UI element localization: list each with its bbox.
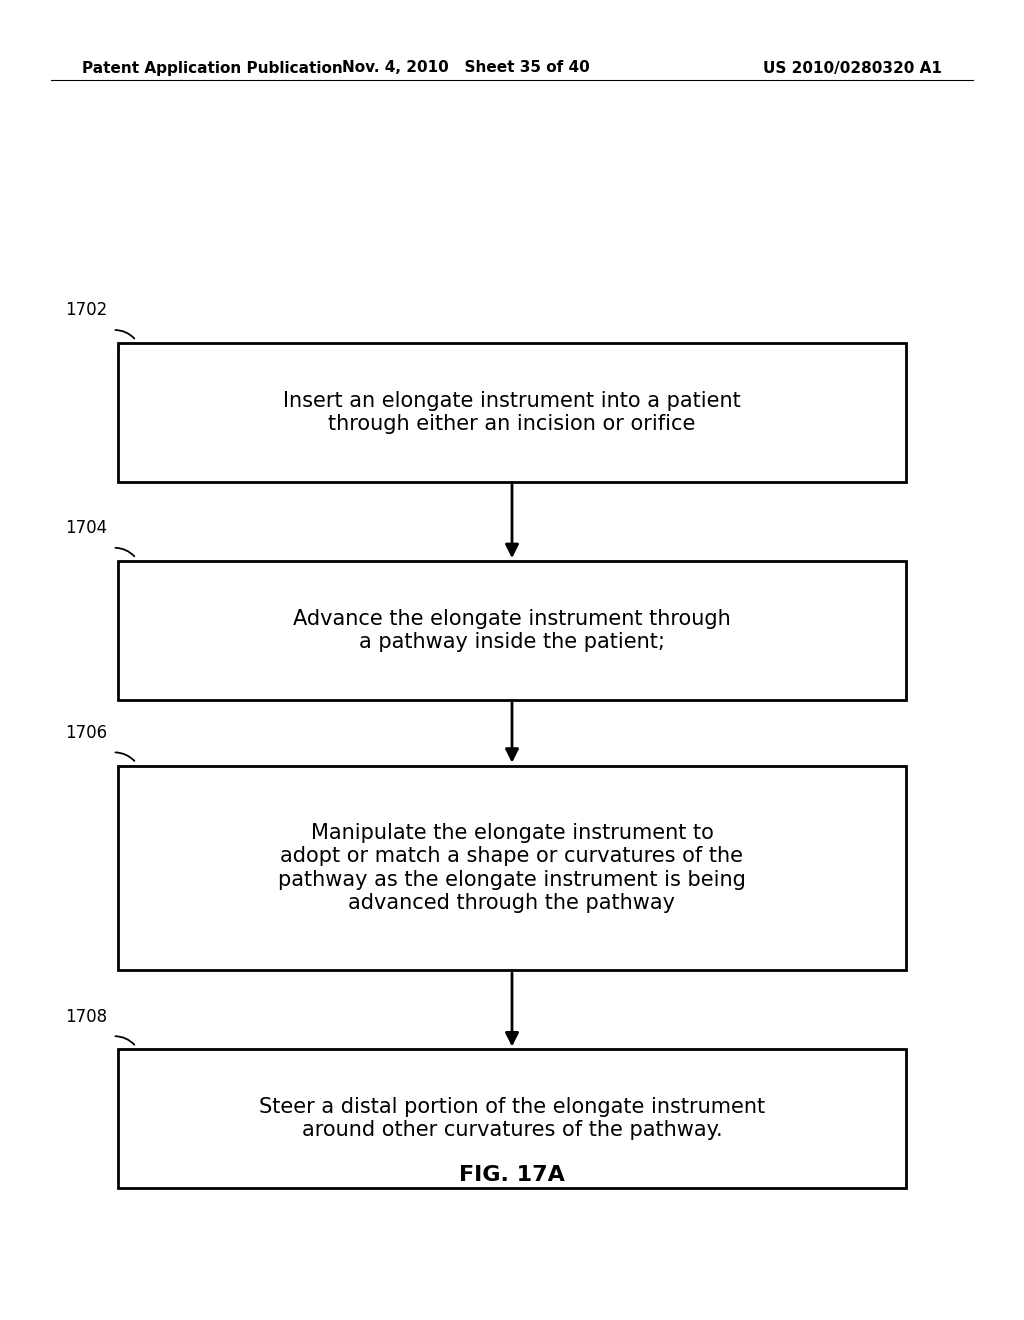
Text: US 2010/0280320 A1: US 2010/0280320 A1 <box>763 61 942 75</box>
Text: 1704: 1704 <box>66 519 108 537</box>
Text: Advance the elongate instrument through
a pathway inside the patient;: Advance the elongate instrument through … <box>293 609 731 652</box>
Text: Nov. 4, 2010   Sheet 35 of 40: Nov. 4, 2010 Sheet 35 of 40 <box>342 61 590 75</box>
Bar <box>118 1049 906 1188</box>
Text: Steer a distal portion of the elongate instrument
around other curvatures of the: Steer a distal portion of the elongate i… <box>259 1097 765 1140</box>
Text: Patent Application Publication: Patent Application Publication <box>82 61 343 75</box>
Bar <box>118 561 906 700</box>
Bar <box>118 766 906 970</box>
Text: 1708: 1708 <box>66 1007 108 1026</box>
Text: Insert an elongate instrument into a patient
through either an incision or orifi: Insert an elongate instrument into a pat… <box>283 391 741 434</box>
Text: FIG. 17A: FIG. 17A <box>459 1166 565 1185</box>
Text: 1706: 1706 <box>66 723 108 742</box>
Text: Manipulate the elongate instrument to
adopt or match a shape or curvatures of th: Manipulate the elongate instrument to ad… <box>279 824 745 912</box>
Bar <box>118 343 906 482</box>
Text: 1702: 1702 <box>66 301 108 319</box>
